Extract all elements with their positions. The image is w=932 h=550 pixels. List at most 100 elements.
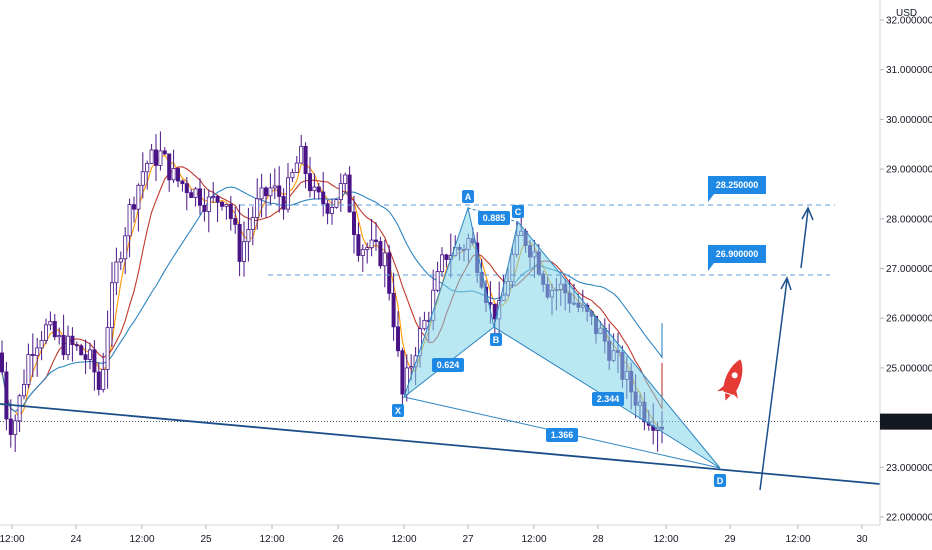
candle-body — [13, 420, 18, 435]
ratio-label: 0.624 — [437, 360, 460, 370]
candle-body — [334, 199, 339, 208]
candle-body — [167, 153, 172, 181]
candle-body — [197, 188, 202, 206]
candle-body — [153, 149, 158, 166]
point-label-x: X — [395, 406, 401, 416]
candle-body — [224, 203, 229, 207]
arrowhead-1 — [780, 276, 792, 291]
candle-body — [136, 184, 141, 210]
candle-body — [250, 217, 255, 230]
candle-body — [175, 168, 180, 182]
x-tick-label: 12:00 — [391, 534, 416, 545]
candle-body — [241, 241, 246, 262]
candle-body — [110, 282, 115, 329]
candle-body — [263, 187, 268, 197]
target-lower-label: 26.900000 — [716, 249, 759, 259]
candle-body — [268, 187, 273, 197]
candle-body — [114, 261, 119, 284]
support-trendline — [0, 403, 881, 485]
target-upper-badge — [708, 176, 766, 202]
x-tick-label: 12:00 — [0, 534, 25, 545]
projection-arrow-2 — [800, 209, 809, 269]
candle-body — [30, 354, 35, 356]
candle-body — [189, 192, 194, 198]
y-tick-label: 22.000000 — [886, 513, 932, 524]
point-badge-d — [714, 474, 726, 487]
candle-body — [162, 150, 167, 155]
ratio-label: 0.885 — [483, 213, 506, 223]
annotations: X A B C D 0.624 0.885 2.344 1.366 28.250000 26.900… — [392, 176, 814, 491]
candle-body — [294, 162, 299, 173]
ratio-badge — [478, 211, 510, 225]
point-label-d: D — [717, 476, 724, 486]
candle-body — [435, 271, 440, 291]
candle-body — [52, 321, 57, 338]
y-tick-label: 32.000000 — [886, 16, 932, 27]
candle-body — [400, 350, 405, 395]
candle-body — [255, 198, 260, 218]
ratio-badge — [592, 392, 624, 406]
x-tick-label: 28 — [592, 534, 604, 545]
candle-body — [338, 183, 343, 201]
candle-body — [312, 186, 317, 192]
candle-body — [123, 235, 128, 260]
candle-body — [171, 168, 176, 181]
candle-body — [285, 177, 290, 210]
current-price-badge — [880, 413, 932, 430]
candle-body — [48, 321, 53, 326]
point-badge-c — [512, 205, 524, 218]
candle-body — [92, 349, 97, 373]
candle-body — [88, 349, 93, 360]
candle-body — [70, 335, 75, 345]
ma-mid-line — [1, 166, 663, 413]
rocket-window — [731, 372, 738, 379]
x-tick-label: 12:00 — [259, 534, 284, 545]
candle-body — [351, 211, 356, 235]
y-tick-label: 29.000000 — [886, 165, 932, 176]
point-badge-a — [462, 190, 474, 203]
currency-label: USD — [896, 8, 917, 19]
candle-body — [17, 395, 22, 422]
candle-body — [356, 234, 361, 256]
candle-body — [211, 195, 216, 198]
candle-body — [140, 171, 145, 186]
ratio-badge — [546, 428, 578, 442]
candle-body — [277, 185, 282, 197]
candle-body — [492, 303, 497, 320]
candle-body — [343, 174, 348, 184]
candle-body — [259, 187, 264, 200]
candle-body — [373, 239, 378, 242]
y-tick-label: 31.000000 — [886, 65, 932, 76]
candle-body — [290, 172, 295, 179]
point-badge-x — [392, 404, 404, 417]
y-tick-label: 27.000000 — [886, 264, 932, 275]
candle-body — [237, 224, 242, 262]
candle-body — [387, 252, 392, 294]
candle-body — [325, 203, 330, 214]
candle-body — [233, 218, 238, 225]
candle-body — [4, 371, 9, 420]
ratio-label: 1.366 — [551, 430, 574, 440]
target-upper-label: 28.250000 — [716, 180, 759, 190]
candle-body — [329, 207, 334, 214]
candle-body — [444, 254, 449, 260]
candle-body — [39, 339, 44, 349]
candle-body — [303, 145, 308, 175]
candle-body — [83, 354, 88, 360]
rocket-flame — [725, 393, 731, 401]
candle-body — [158, 150, 163, 166]
current-price-label: 23.918877 — [883, 417, 931, 428]
candle-body — [8, 418, 13, 435]
candle-body — [118, 258, 123, 263]
ratio-label: 2.344 — [597, 394, 620, 404]
candle-body — [422, 319, 427, 330]
candle-body — [149, 149, 154, 164]
candle-body — [145, 163, 150, 173]
point-label-b: B — [493, 335, 500, 345]
ratio-badge — [432, 358, 464, 372]
candle-body — [180, 180, 185, 185]
x-tick-label: 12:00 — [129, 534, 154, 545]
candle-body — [0, 352, 4, 373]
